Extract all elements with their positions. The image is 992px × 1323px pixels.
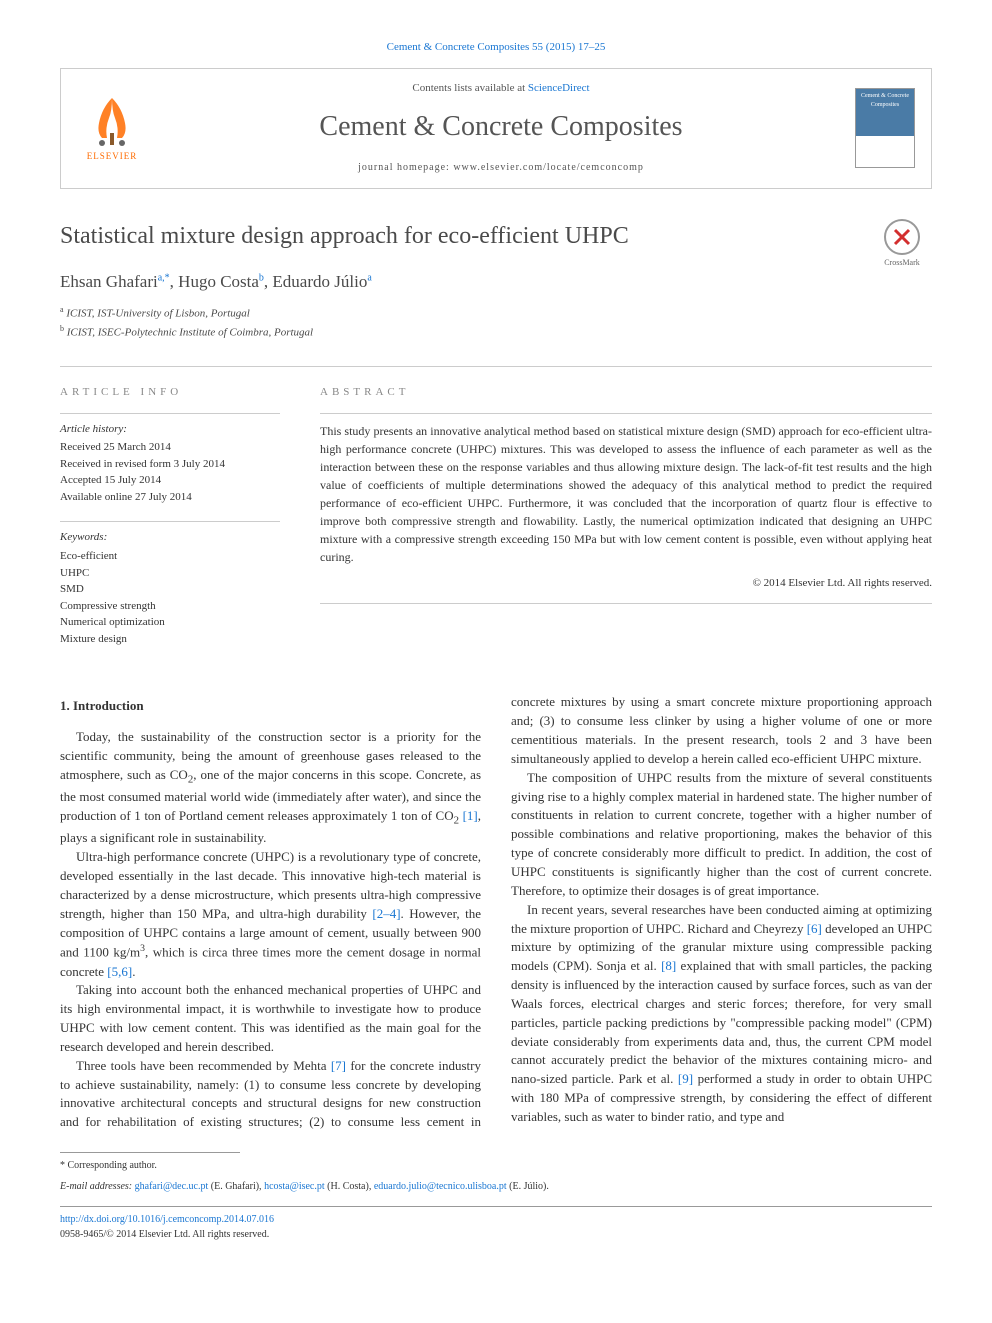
abstract-heading: ABSTRACT — [320, 385, 932, 401]
journal-title: Cement & Concrete Composites — [167, 107, 835, 148]
bottom-bar: http://dx.doi.org/10.1016/j.cemconcomp.2… — [60, 1206, 932, 1242]
sciencedirect-link[interactable]: ScienceDirect — [528, 82, 590, 94]
para-7: In recent years, several researches have… — [511, 901, 932, 1127]
elsevier-label: ELSEVIER — [87, 150, 138, 163]
abstract-divider — [320, 413, 932, 414]
affiliation-a: a ICIST, IST-University of Lisbon, Portu… — [60, 304, 932, 323]
ref-1[interactable]: [1] — [463, 808, 478, 823]
affiliation-b: b ICIST, ISEC-Polytechnic Institute of C… — [60, 323, 932, 342]
affiliations: a ICIST, IST-University of Lisbon, Portu… — [60, 304, 932, 341]
author-3: Eduardo Júlio — [272, 272, 367, 291]
keyword-3: Compressive strength — [60, 598, 280, 615]
copyright-line: © 2014 Elsevier Ltd. All rights reserved… — [320, 576, 932, 592]
keyword-5: Mixture design — [60, 631, 280, 648]
keywords-block: Keywords: Eco-efficient UHPC SMD Compres… — [60, 530, 280, 647]
email-2[interactable]: hcosta@isec.pt — [264, 1181, 325, 1192]
email-1[interactable]: ghafari@dec.uc.pt — [135, 1181, 209, 1192]
info-divider-2 — [60, 521, 280, 522]
contents-prefix: Contents lists available at — [412, 82, 527, 94]
para-1: Today, the sustainability of the constru… — [60, 728, 481, 848]
ref-9[interactable]: [9] — [678, 1071, 693, 1086]
history-revised: Received in revised form 3 July 2014 — [60, 456, 280, 473]
ref-7[interactable]: [7] — [331, 1058, 346, 1073]
email-label: E-mail addresses: — [60, 1181, 132, 1192]
email-3[interactable]: eduardo.julio@tecnico.ulisboa.pt — [374, 1181, 507, 1192]
para-3: Taking into account both the enhanced me… — [60, 981, 481, 1056]
para-6: The composition of UHPC results from the… — [511, 769, 932, 901]
article-title: Statistical mixture design approach for … — [60, 219, 932, 254]
doi-link[interactable]: http://dx.doi.org/10.1016/j.cemconcomp.2… — [60, 1214, 274, 1225]
email-addresses: E-mail addresses: ghafari@dec.uc.pt (E. … — [60, 1180, 932, 1195]
keyword-4: Numerical optimization — [60, 614, 280, 631]
footnote-divider — [60, 1152, 240, 1153]
abstract-divider-2 — [320, 603, 932, 604]
issn-copyright: 0958-9465/© 2014 Elsevier Ltd. All right… — [60, 1229, 269, 1240]
info-divider — [60, 413, 280, 414]
author-1-sup: a,* — [158, 272, 170, 283]
history-accepted: Accepted 15 July 2014 — [60, 472, 280, 489]
page-container: Cement & Concrete Composites 55 (2015) 1… — [0, 0, 992, 1272]
journal-header-box: ELSEVIER Contents lists available at Sci… — [60, 68, 932, 189]
keyword-1: UHPC — [60, 565, 280, 582]
keywords-label: Keywords: — [60, 530, 280, 546]
history-label: Article history: — [60, 422, 280, 438]
journal-cover-thumb: Cement & Concrete Composites — [855, 88, 915, 168]
keyword-0: Eco-efficient — [60, 548, 280, 565]
info-abstract-row: ARTICLE INFO Article history: Received 2… — [60, 385, 932, 664]
crossmark-icon — [884, 219, 920, 255]
para-2: Ultra-high performance concrete (UHPC) i… — [60, 848, 481, 981]
divider — [60, 366, 932, 367]
abstract-text: This study presents an innovative analyt… — [320, 422, 932, 566]
elsevier-tree-icon — [87, 93, 137, 148]
history-block: Article history: Received 25 March 2014 … — [60, 422, 280, 506]
history-online: Available online 27 July 2014 — [60, 489, 280, 506]
journal-reference: Cement & Concrete Composites 55 (2015) 1… — [60, 40, 932, 56]
header-center: Contents lists available at ScienceDirec… — [167, 81, 835, 176]
author-2: Hugo Costa — [178, 272, 259, 291]
abstract-col: ABSTRACT This study presents an innovati… — [320, 385, 932, 664]
contents-line: Contents lists available at ScienceDirec… — [167, 81, 835, 97]
journal-homepage: journal homepage: www.elsevier.com/locat… — [167, 161, 835, 176]
author-1: Ehsan Ghafari — [60, 272, 158, 291]
article-info-col: ARTICLE INFO Article history: Received 2… — [60, 385, 280, 664]
authors-line: Ehsan Ghafaria,*, Hugo Costab, Eduardo J… — [60, 270, 932, 295]
ref-2-4[interactable]: [2–4] — [372, 906, 400, 921]
crossmark-label: CrossMark — [884, 258, 920, 267]
ref-6[interactable]: [6] — [807, 921, 822, 936]
elsevier-logo: ELSEVIER — [77, 88, 147, 168]
keyword-2: SMD — [60, 581, 280, 598]
section-1-heading: 1. Introduction — [60, 697, 481, 716]
article-info-heading: ARTICLE INFO — [60, 385, 280, 401]
history-received: Received 25 March 2014 — [60, 439, 280, 456]
crossmark-badge[interactable]: CrossMark — [872, 219, 932, 269]
ref-5-6[interactable]: [5,6] — [107, 964, 132, 979]
author-3-sup: a — [367, 272, 371, 283]
body-text: 1. Introduction Today, the sustainabilit… — [60, 693, 932, 1132]
corresponding-author: * Corresponding author. — [60, 1159, 932, 1174]
ref-8[interactable]: [8] — [661, 958, 676, 973]
